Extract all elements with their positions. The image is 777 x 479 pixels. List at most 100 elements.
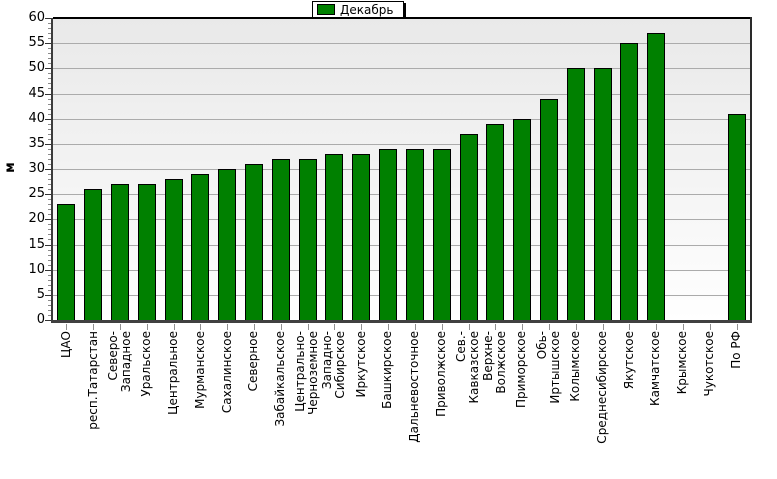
x-axis-tick	[361, 324, 363, 330]
bar	[137, 184, 156, 322]
y-axis-minor-tick	[48, 199, 51, 201]
y-axis-minor-tick	[48, 98, 51, 100]
y-tick-label: 45	[28, 85, 45, 101]
y-axis-minor-tick	[48, 38, 51, 40]
bar	[459, 133, 478, 322]
x-tick-label: Центральное	[165, 331, 180, 415]
y-axis-minor-tick	[48, 259, 51, 261]
y-axis-minor-tick	[48, 249, 51, 251]
x-tick-label: Башкирское	[380, 331, 395, 409]
gridline	[53, 169, 750, 170]
bar	[84, 189, 103, 322]
y-axis-minor-tick	[48, 123, 51, 125]
y-axis-minor-tick	[48, 229, 51, 231]
y-tick-label: 20	[28, 211, 45, 227]
x-axis-tick	[441, 324, 443, 330]
y-axis-minor-tick	[48, 314, 51, 316]
y-axis-minor-tick	[48, 78, 51, 80]
y-tick-label: 10	[28, 261, 45, 277]
y-axis-minor-tick	[48, 138, 51, 140]
y-axis-minor-tick	[48, 103, 51, 105]
y-axis-minor-tick	[48, 304, 51, 306]
y-tick-label: 50	[28, 60, 45, 76]
x-axis-tick	[173, 324, 175, 330]
y-axis-minor-tick	[48, 184, 51, 186]
x-tick-label: Камчатское	[648, 331, 663, 406]
bar	[325, 153, 344, 322]
bar	[164, 179, 183, 322]
gridline	[53, 68, 750, 70]
x-axis-tick	[280, 324, 282, 330]
x-tick-label: Уральское	[139, 331, 154, 397]
x-tick-label: Колымское	[568, 331, 583, 402]
y-axis-tick	[45, 93, 51, 95]
x-axis-tick	[227, 324, 229, 330]
bar	[432, 148, 451, 322]
x-axis-tick	[414, 324, 416, 330]
x-tick-label: Якутское	[621, 331, 636, 390]
y-axis-minor-tick	[48, 309, 51, 311]
bar	[57, 204, 76, 322]
y-axis-minor-tick	[48, 289, 51, 291]
x-axis-tick	[575, 324, 577, 330]
x-tick-label: Среднесибирское	[594, 331, 609, 444]
y-axis-minor-tick	[48, 284, 51, 286]
y-axis-minor-tick	[48, 128, 51, 130]
plot-top-border	[53, 17, 752, 19]
y-tick-label: 40	[28, 110, 45, 126]
x-axis-tick	[334, 324, 336, 330]
x-axis-tick	[307, 324, 309, 330]
gridline	[53, 143, 750, 145]
x-tick-label: респ.Татарстан	[85, 331, 100, 430]
y-axis-tick	[45, 294, 51, 296]
x-tick-label: Дальневосточное	[407, 331, 422, 443]
y-axis-minor-tick	[48, 53, 51, 55]
y-tick-label: 0	[36, 312, 45, 327]
x-axis-tick	[736, 324, 738, 330]
y-tick-label: 55	[28, 35, 45, 51]
y-tick-label: 60	[28, 10, 45, 25]
x-axis-tick	[120, 324, 122, 330]
x-axis-tick	[200, 324, 202, 330]
x-axis-tick	[468, 324, 470, 330]
y-axis-line	[51, 18, 53, 320]
y-axis-minor-tick	[48, 239, 51, 241]
gridline	[53, 118, 750, 120]
y-axis-tick	[45, 169, 51, 170]
y-axis-minor-tick	[48, 58, 51, 60]
x-tick-label: Обь- Иртышское	[534, 331, 562, 404]
x-axis-tick	[548, 324, 550, 330]
gridline	[53, 269, 750, 271]
x-tick-label: Северо- Западное	[105, 331, 134, 393]
x-axis-tick	[66, 324, 68, 330]
y-axis-minor-tick	[48, 148, 51, 150]
y-axis-tick	[45, 118, 51, 120]
y-tick-label: 15	[28, 236, 45, 252]
y-axis-minor-tick	[48, 63, 51, 65]
y-axis-tick	[45, 143, 51, 145]
y-axis-tick	[45, 269, 51, 271]
y-axis-tick	[45, 219, 51, 221]
y-axis-minor-tick	[48, 179, 51, 181]
gridline	[53, 294, 750, 296]
gridline	[53, 194, 750, 196]
bar	[566, 68, 585, 322]
gridline	[53, 219, 750, 221]
y-axis-minor-tick	[48, 153, 51, 155]
x-tick-label: ЦАО	[58, 331, 73, 358]
legend: Декабрь	[312, 1, 405, 18]
x-tick-label: Мурманское	[192, 331, 207, 409]
y-axis-minor-tick	[48, 224, 51, 226]
bar	[379, 148, 398, 322]
x-tick-label: По РФ	[728, 331, 743, 369]
y-tick-label: 35	[28, 135, 45, 151]
bar	[620, 43, 639, 322]
y-axis-minor-tick	[48, 48, 51, 50]
gridline	[53, 244, 750, 246]
y-axis-tick	[45, 68, 51, 70]
bar	[593, 68, 612, 322]
y-axis-minor-tick	[48, 279, 51, 281]
bar	[647, 33, 666, 322]
x-axis-line	[51, 320, 752, 323]
